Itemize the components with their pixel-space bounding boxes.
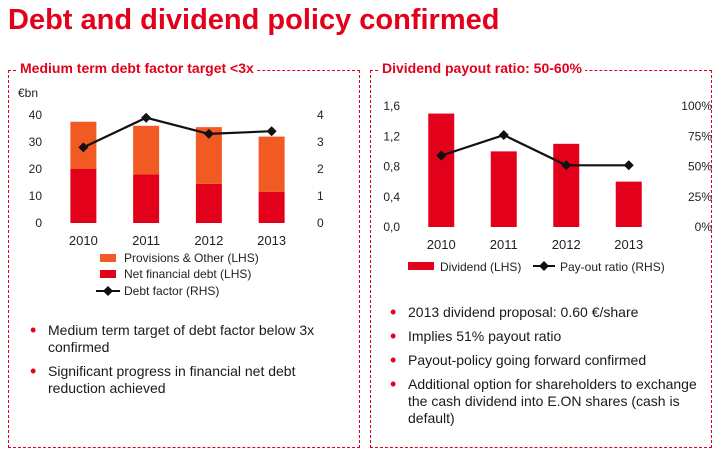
line-point (436, 150, 447, 161)
line-point (266, 126, 277, 137)
page-title: Debt and dividend policy confirmed (8, 4, 500, 36)
bar-segment-secondary (133, 125, 160, 175)
bar-segment-primary (615, 181, 642, 227)
line-series (82, 116, 272, 149)
debt-factor-panel: Medium term debt factor target <3x (8, 60, 360, 448)
x-tick-label: 2013 (614, 237, 643, 252)
y-tick-label: 30 (29, 135, 43, 149)
legend-line-marker (539, 261, 549, 271)
x-tick-label: 2012 (552, 237, 581, 252)
line-point (141, 112, 152, 123)
bar-segment-primary (428, 113, 455, 227)
bar-segment-primary (490, 151, 517, 227)
line-series (440, 133, 629, 167)
legend-line-marker (103, 286, 113, 296)
legend-label: Provisions & Other (LHS) (124, 251, 259, 265)
y-tick-label: 0 (35, 216, 42, 230)
legend-swatch (100, 254, 116, 262)
y-tick-label: 0,4 (383, 190, 400, 204)
dividend-panel: Dividend payout ratio: 50-60% (370, 60, 712, 448)
x-tick-label: 2010 (427, 237, 456, 252)
dividend-bullet-1: 2013 dividend proposal: 0.60 €/share (386, 304, 702, 321)
bar-segment-primary (553, 143, 580, 227)
y-tick-label: 0,0 (383, 220, 400, 234)
y2-tick-label: 25% (688, 190, 712, 204)
line-point (561, 160, 572, 171)
y2-tick-label: 50% (688, 160, 712, 174)
line-point (78, 142, 89, 153)
y-tick-label: 0,8 (383, 160, 400, 174)
line-point (623, 160, 634, 171)
debt-bullet-1: Medium term target of debt factor below … (26, 322, 346, 356)
y2-tick-label: 3 (317, 135, 324, 149)
x-tick-label: 2010 (69, 233, 98, 248)
x-tick-label: 2012 (194, 233, 223, 248)
debt-bullet-list: Medium term target of debt factor below … (26, 322, 346, 404)
y2-tick-label: 0 (317, 216, 324, 230)
x-tick-label: 2011 (132, 233, 160, 248)
y2-tick-label: 0% (695, 220, 713, 234)
bar-segment-primary (133, 174, 160, 223)
dividend-bullet-2: Implies 51% payout ratio (386, 328, 702, 345)
dividend-bullet-4: Additional option for shareholders to ex… (386, 376, 702, 427)
y2-tick-label: 4 (317, 108, 324, 122)
y2-tick-label: 75% (688, 129, 712, 143)
dividend-bullet-3: Payout-policy going forward confirmed (386, 352, 702, 369)
y-axis-unit-label: €bn (18, 86, 38, 100)
y-tick-label: 40 (29, 108, 43, 122)
line-point (203, 128, 214, 139)
bar-segment-primary (258, 191, 285, 223)
y-tick-label: 10 (29, 189, 43, 203)
legend-swatch (100, 270, 116, 278)
y2-tick-label: 100% (681, 99, 712, 113)
dividend-bullet-list: 2013 dividend proposal: 0.60 €/share Imp… (386, 304, 702, 434)
dividend-payout-chart: 0,0 0,4 0,8 1,2 1,6 0% 25% 50% 75% 100% 2010 2011 20… (383, 99, 713, 274)
legend-label: Debt factor (RHS) (124, 284, 219, 298)
y2-tick-label: 2 (317, 162, 324, 176)
y2-tick-label: 1 (317, 189, 324, 203)
line-point (498, 130, 509, 141)
dividend-panel-title: Dividend payout ratio: 50-60% (379, 60, 585, 76)
y-tick-label: 1,6 (383, 99, 400, 113)
debt-factor-chart: 0 10 20 30 40 0 1 2 3 4 €bn 2010 2011 2012 2013 Provisi… (18, 86, 324, 298)
debt-panel-title: Medium term debt factor target <3x (17, 60, 257, 76)
y-tick-label: 20 (29, 162, 43, 176)
y-tick-label: 1,2 (383, 129, 400, 143)
legend-label: Net financial debt (LHS) (124, 267, 251, 281)
x-tick-label: 2013 (257, 233, 286, 248)
bar-segment-secondary (258, 136, 285, 192)
bar-segment-primary (195, 183, 222, 223)
legend-label: Pay-out ratio (RHS) (560, 260, 665, 274)
bar-segment-primary (70, 169, 97, 223)
legend-swatch (408, 262, 434, 270)
x-tick-label: 2011 (490, 237, 518, 252)
legend-label: Dividend (LHS) (440, 260, 521, 274)
debt-bullet-2: Significant progress in financial net de… (26, 363, 346, 397)
